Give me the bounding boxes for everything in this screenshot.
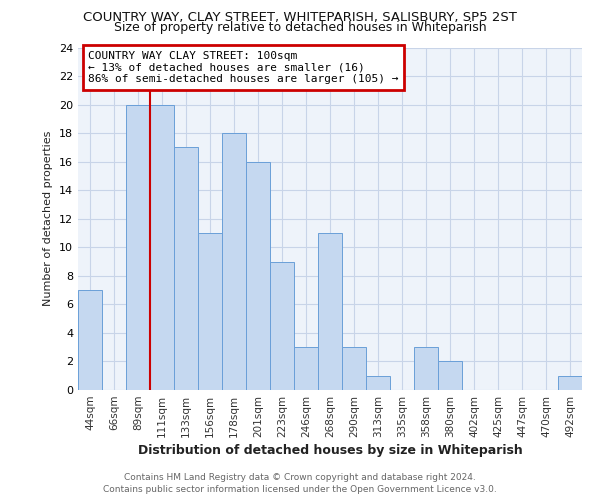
Bar (294, 347, 318, 390)
Y-axis label: Number of detached properties: Number of detached properties (43, 131, 53, 306)
Bar (222, 133, 246, 390)
Bar (414, 347, 438, 390)
Bar (342, 347, 366, 390)
Bar (150, 104, 174, 390)
Text: COUNTRY WAY, CLAY STREET, WHITEPARISH, SALISBURY, SP5 2ST: COUNTRY WAY, CLAY STREET, WHITEPARISH, S… (83, 11, 517, 24)
Bar (438, 362, 462, 390)
Text: COUNTRY WAY CLAY STREET: 100sqm
← 13% of detached houses are smaller (16)
86% of: COUNTRY WAY CLAY STREET: 100sqm ← 13% of… (88, 51, 398, 84)
Text: Size of property relative to detached houses in Whiteparish: Size of property relative to detached ho… (113, 21, 487, 34)
Text: Contains HM Land Registry data © Crown copyright and database right 2024.
Contai: Contains HM Land Registry data © Crown c… (103, 472, 497, 494)
X-axis label: Distribution of detached houses by size in Whiteparish: Distribution of detached houses by size … (137, 444, 523, 457)
Bar (246, 162, 270, 390)
Bar (318, 233, 342, 390)
Bar (174, 148, 198, 390)
Bar (78, 290, 102, 390)
Bar (126, 104, 150, 390)
Bar (558, 376, 582, 390)
Bar (270, 262, 294, 390)
Bar (198, 233, 222, 390)
Bar (366, 376, 390, 390)
